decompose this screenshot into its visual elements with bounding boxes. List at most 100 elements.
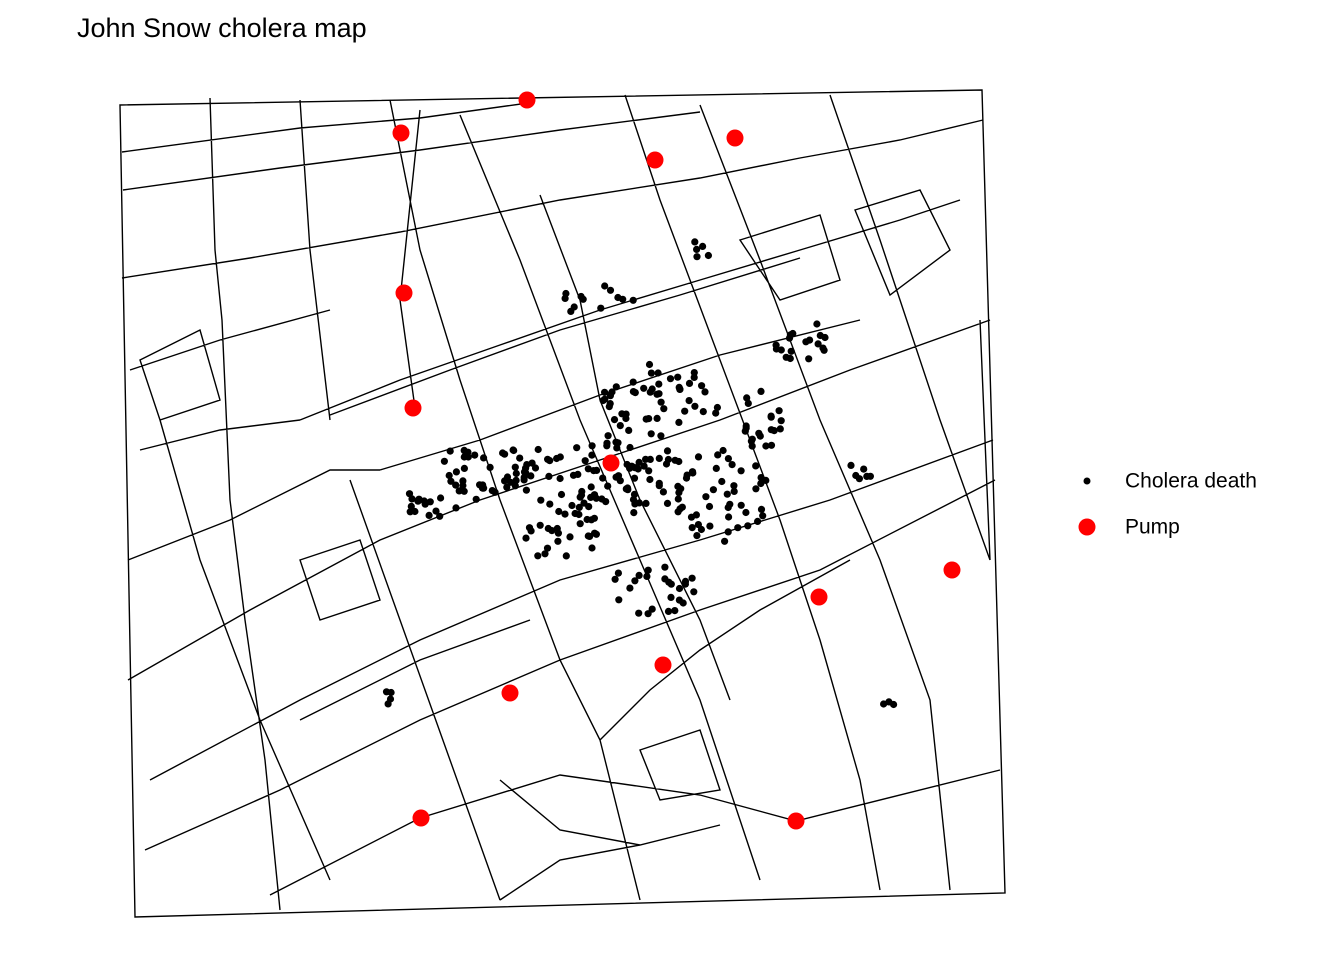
cholera-death [663, 447, 672, 455]
cholera-death [757, 474, 765, 482]
cholera-deaths [382, 238, 898, 709]
cholera-death [553, 524, 561, 533]
cholera-death [667, 580, 675, 588]
pump [810, 588, 828, 606]
pump [392, 124, 410, 142]
cholera-death [742, 422, 750, 430]
cholera-death [606, 286, 615, 294]
cholera-death [693, 253, 701, 261]
cholera-death [612, 383, 620, 391]
cholera-death [414, 497, 422, 505]
cholera-death [452, 468, 460, 476]
cholera-death [509, 446, 517, 454]
cholera-death [619, 295, 627, 303]
cholera-death [671, 607, 679, 615]
cholera-death [561, 294, 569, 302]
cholera-death [671, 456, 679, 464]
cholera-death [802, 338, 810, 346]
cholera-death [543, 544, 552, 552]
cholera-death [789, 329, 797, 338]
cholera-death [575, 503, 583, 511]
legend: Cholera death Pump [1078, 470, 1257, 539]
cholera-death [699, 408, 707, 416]
pump [726, 129, 744, 147]
cholera-death [820, 346, 828, 354]
cholera-death [699, 242, 707, 250]
cholera-death [644, 610, 652, 618]
cholera-death [631, 389, 639, 397]
cholera-death [718, 477, 726, 486]
cholera-death [555, 507, 563, 516]
cholera-death [635, 499, 643, 507]
cholera-death [743, 394, 751, 402]
cholera-death [706, 522, 714, 530]
cholera-death [516, 454, 524, 462]
cholera-death [491, 488, 499, 496]
cholera-death [645, 360, 654, 369]
cholera-death [574, 470, 582, 478]
legend-pump-symbol [1078, 518, 1096, 536]
cholera-death [755, 429, 763, 437]
cholera-death [777, 346, 785, 354]
cholera-death [648, 605, 656, 613]
cholera-death [630, 508, 638, 517]
cholera-death [566, 533, 574, 541]
cholera-death [759, 512, 767, 520]
pump [943, 561, 961, 579]
cholera-death [855, 475, 864, 483]
cholera-death [588, 544, 596, 552]
cholera-death [588, 451, 596, 459]
cholera-death [406, 508, 414, 516]
cholera-death [590, 514, 599, 522]
cholera-death [657, 398, 665, 406]
cholera-death [536, 521, 544, 529]
cholera-death [660, 405, 668, 413]
cholera-death [432, 507, 440, 515]
cholera-death [622, 410, 630, 418]
cholera-death [452, 481, 460, 489]
cholera-death [762, 442, 770, 450]
cholera-death [647, 369, 656, 377]
cholera-death [693, 532, 701, 540]
pump [646, 151, 664, 169]
cholera-death [561, 510, 569, 518]
cholera-death [688, 468, 697, 476]
cholera-death [601, 388, 609, 396]
cholera-death [588, 442, 596, 450]
cholera-death [548, 527, 556, 535]
cholera-death [562, 552, 570, 560]
cholera-death [506, 478, 515, 486]
cholera-death [534, 445, 542, 454]
cholera-death [734, 524, 742, 532]
map-title: John Snow cholera map [77, 13, 367, 43]
cholera-death [767, 441, 776, 449]
cholera-death [527, 527, 535, 535]
cholera-death [611, 575, 619, 583]
cholera-death [724, 528, 732, 536]
cholera-death [545, 472, 553, 480]
cholera-death [614, 439, 622, 447]
cholera-death [631, 577, 639, 585]
cholera-death [654, 369, 662, 377]
cholera-death [698, 382, 706, 390]
cholera-death [667, 593, 675, 602]
cholera-death [782, 353, 790, 361]
cholera-death [787, 347, 795, 355]
cholera-death [688, 524, 696, 532]
cholera-death [666, 375, 675, 383]
cholera-death [702, 493, 710, 501]
cholera-death [757, 505, 766, 513]
cholera-death [541, 550, 549, 558]
cholera-death [425, 511, 433, 519]
cholera-death [511, 463, 519, 471]
cholera-death [407, 502, 415, 510]
cholera-death [767, 412, 775, 420]
cholera-death [643, 572, 651, 581]
cholera-death [663, 499, 672, 507]
cholera-death [625, 426, 633, 434]
cholera-death [534, 552, 542, 560]
cholera-death [675, 418, 683, 426]
cholera-death [705, 502, 714, 511]
cholera-death [681, 407, 689, 415]
cholera-death [386, 695, 395, 703]
